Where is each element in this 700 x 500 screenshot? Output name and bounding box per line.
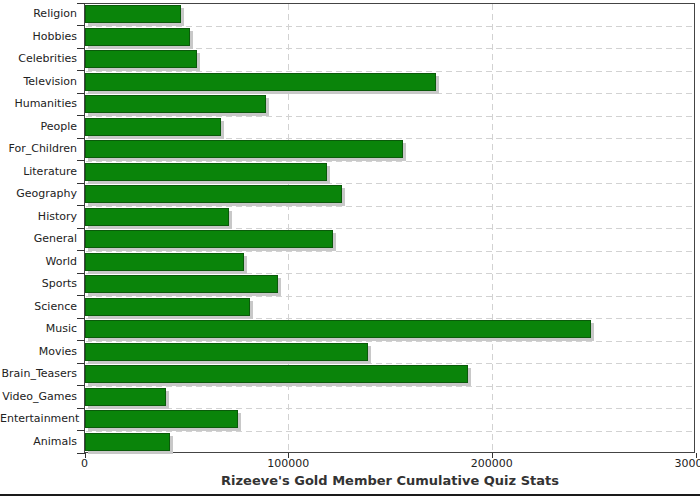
y-axis-tick: [77, 295, 85, 296]
y-axis-tick: [77, 70, 85, 71]
chart-title: Rizeeve's Gold Member Cumulative Quiz St…: [221, 473, 559, 488]
y-axis-label: Humanities: [0, 97, 77, 111]
quiz-stats-bar-chart: Rizeeve's Gold Member Cumulative Quiz St…: [0, 0, 700, 500]
bar: [85, 343, 368, 361]
x-axis-tick-label: 0: [81, 457, 88, 470]
y-axis-tick: [77, 453, 85, 454]
y-axis-label: Movies: [0, 345, 77, 359]
bar: [85, 28, 190, 46]
y-axis-tick: [77, 138, 85, 139]
y-axis-tick: [77, 25, 85, 26]
y-axis-label: General: [0, 232, 77, 246]
bar: [85, 433, 170, 451]
bar: [85, 320, 591, 338]
y-axis-label: Science: [0, 300, 77, 314]
y-axis-tick: [77, 205, 85, 206]
bar: [85, 163, 327, 181]
x-axis-tick-label: 100000: [267, 457, 309, 470]
bar: [85, 275, 278, 293]
y-axis-tick: [77, 430, 85, 431]
y-axis-tick: [77, 318, 85, 319]
bar: [85, 410, 238, 428]
bar: [85, 5, 181, 23]
y-axis-label: Animals: [0, 435, 77, 449]
bottom-separator-line: [0, 494, 700, 496]
bar: [85, 185, 342, 203]
bar: [85, 50, 197, 68]
x-axis-tick-label: 200000: [471, 457, 513, 470]
y-axis-tick: [77, 48, 85, 49]
y-axis-tick: [77, 273, 85, 274]
y-axis-label: Geography: [0, 187, 77, 201]
y-axis-tick: [77, 385, 85, 386]
y-axis-label: Brain_Teasers: [0, 367, 77, 381]
bar: [85, 95, 266, 113]
y-axis-label: People: [0, 120, 77, 134]
y-axis-label: For_Children: [0, 142, 77, 156]
bar: [85, 230, 333, 248]
horizontal-gridline: [86, 408, 695, 409]
y-axis-tick: [77, 93, 85, 94]
y-axis-tick: [77, 250, 85, 251]
y-axis-tick: [77, 160, 85, 161]
bar: [85, 140, 403, 158]
bar: [85, 365, 468, 383]
y-axis-label: Television: [0, 75, 77, 89]
bar: [85, 253, 244, 271]
bar: [85, 298, 250, 316]
y-axis-tick: [77, 115, 85, 116]
bar: [85, 208, 229, 226]
y-axis-label: Sports: [0, 277, 77, 291]
bar: [85, 118, 221, 136]
y-axis-tick: [77, 340, 85, 341]
y-axis-tick: [77, 183, 85, 184]
x-axis-tick-label: 300000: [675, 457, 700, 470]
bar: [85, 73, 436, 91]
y-axis-label: Entertainment: [0, 412, 77, 426]
y-axis-tick: [77, 363, 85, 364]
y-axis-label: Literature: [0, 165, 77, 179]
y-axis-label: History: [0, 210, 77, 224]
y-axis-tick: [77, 408, 85, 409]
y-axis-label: Music: [0, 322, 77, 336]
y-axis-tick: [77, 228, 85, 229]
y-axis-label: Video_Games: [0, 390, 77, 404]
y-axis-label: Religion: [0, 7, 77, 21]
y-axis-label: Hobbies: [0, 30, 77, 44]
y-axis-tick: [77, 3, 85, 4]
y-axis-label: World: [0, 255, 77, 269]
y-axis-label: Celebrities: [0, 52, 77, 66]
bar: [85, 388, 166, 406]
